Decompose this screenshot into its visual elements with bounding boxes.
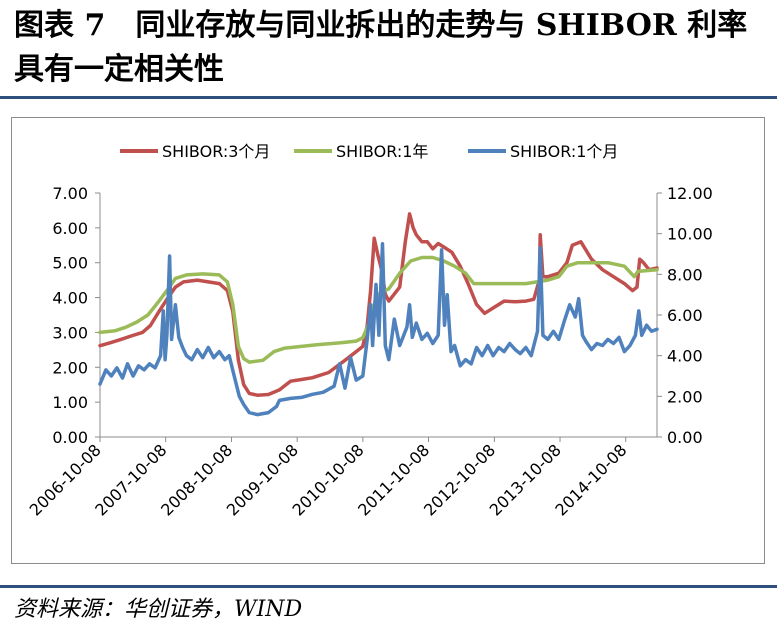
right-tick-label: 12.00 [667, 184, 713, 203]
source-note: 资料来源：华创证券，WIND [14, 597, 303, 622]
chart-panel: 0.00 1.00 2.00 3.00 4.00 5.00 6.00 7.00 0.00 2.00… [11, 117, 765, 564]
right-tick-label: 8.00 [667, 265, 703, 284]
series-line-3 [98, 242, 659, 417]
legend-label-2: SHIBOR:1年 [336, 142, 428, 161]
right-tick-label: 4.00 [667, 347, 703, 366]
top-divider [0, 96, 777, 99]
chart-legend: SHIBOR:3个月 SHIBOR:1年 SHIBOR:1个月 [120, 142, 618, 161]
right-tick-label: 6.00 [667, 306, 703, 325]
left-tick-label: 5.00 [52, 254, 88, 273]
left-tick-label: 1.00 [52, 393, 88, 412]
left-tick-label: 4.00 [52, 289, 88, 308]
left-tick-label: 6.00 [52, 219, 88, 238]
bottom-divider [0, 585, 777, 588]
right-tick-label: 2.00 [667, 387, 703, 406]
chart-series [98, 212, 659, 417]
left-tick-label: 2.00 [52, 358, 88, 377]
legend-label-3: SHIBOR:1个月 [510, 142, 618, 161]
series-line-1 [98, 212, 659, 397]
right-tick-label: 0.00 [667, 428, 703, 447]
chart-axes: 0.00 1.00 2.00 3.00 4.00 5.00 6.00 7.00 0.00 2.00… [26, 184, 713, 520]
right-tick-label: 10.00 [667, 225, 713, 244]
left-tick-label: 3.00 [52, 323, 88, 342]
left-tick-label: 0.00 [52, 428, 88, 447]
legend-label-1: SHIBOR:3个月 [162, 142, 270, 161]
page-title: 图表 7 同业存放与同业拆出的走势与 SHIBOR 利率具有一定相关性 [14, 8, 748, 87]
line-chart: 0.00 1.00 2.00 3.00 4.00 5.00 6.00 7.00 0.00 2.00… [26, 142, 713, 520]
left-tick-label: 7.00 [52, 184, 88, 203]
